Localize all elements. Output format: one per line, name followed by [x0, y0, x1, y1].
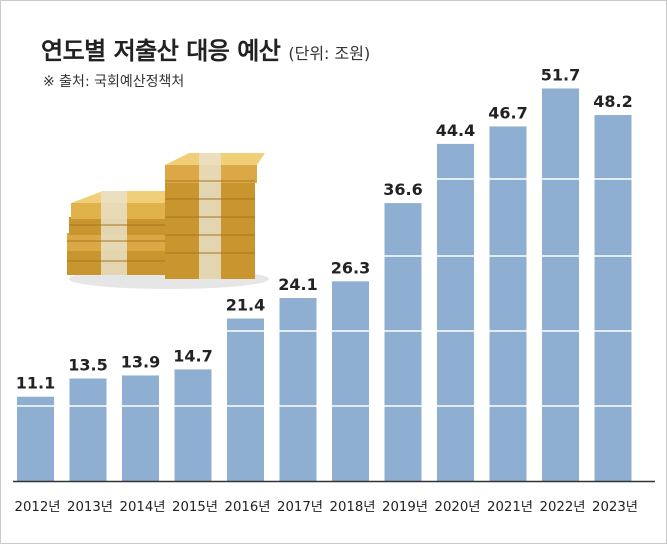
value-label: 44.4: [436, 121, 475, 140]
bar-2017년: [280, 298, 317, 481]
value-label: 13.5: [68, 356, 107, 375]
bar-2014년: [122, 375, 159, 481]
x-tick-label: 2017년: [277, 500, 323, 515]
x-tick-label: 2021년: [487, 500, 533, 515]
chart-title: 연도별 저출산 대응 예산: [41, 31, 280, 66]
bar-2019년: [385, 203, 422, 481]
chart-frame: 11.1 2012년 13.5 2013년 13.9 2014년 14.7 2015년 21.4…: [0, 0, 667, 544]
source-note: ※ 출처: 국회예산정책처: [43, 71, 184, 91]
bar-2023년: [595, 115, 632, 481]
value-label: 36.6: [383, 180, 422, 199]
unit-label: (단위: 조원): [288, 40, 370, 64]
money-stack-icon: [59, 141, 269, 291]
value-label: 24.1: [278, 275, 317, 294]
bar-2016년: [227, 319, 264, 481]
x-tick-label: 2023년: [592, 500, 638, 515]
bar-2020년: [437, 144, 474, 481]
bar-2022년: [542, 88, 579, 481]
value-label: 26.3: [331, 258, 370, 277]
title-row: 연도별 저출산 대응 예산 (단위: 조원): [41, 31, 370, 65]
value-label: 21.4: [226, 296, 265, 315]
x-tick-label: 2013년: [67, 500, 113, 515]
value-label: 11.1: [16, 374, 55, 393]
x-tick-label: 2012년: [15, 500, 61, 515]
value-label: 51.7: [541, 65, 580, 84]
value-label: 13.9: [121, 352, 160, 371]
bar-2015년: [175, 369, 212, 481]
value-label: 46.7: [488, 103, 527, 122]
value-label: 14.7: [173, 346, 212, 365]
x-tick-label: 2018년: [330, 500, 376, 515]
bar-2018년: [332, 281, 369, 481]
x-tick-label: 2014년: [120, 500, 166, 515]
x-tick-label: 2016년: [225, 500, 271, 515]
x-tick-label: 2022년: [540, 500, 586, 515]
bar-2012년: [17, 397, 54, 481]
x-tick-label: 2020년: [435, 500, 481, 515]
x-tick-label: 2015년: [172, 500, 218, 515]
value-label: 48.2: [593, 92, 632, 111]
x-tick-label: 2019년: [382, 500, 428, 515]
bar-2013년: [70, 379, 107, 482]
